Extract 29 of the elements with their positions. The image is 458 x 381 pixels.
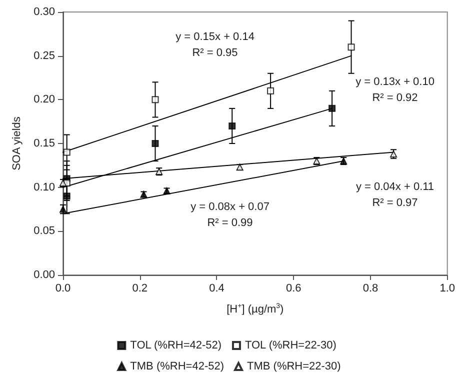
- point: [267, 87, 274, 94]
- point: [152, 96, 159, 104]
- x-tick-label: 0.8: [362, 282, 378, 294]
- legend-label: TOL (%RH=42-52): [130, 340, 222, 352]
- annotation: y = 0.08x + 0.07 R² = 0.99: [190, 201, 270, 229]
- point: [152, 140, 159, 147]
- y-tick-label: 0.10: [34, 181, 55, 194]
- y-tick-label: 0.05: [34, 225, 55, 238]
- y-tick-label: 0.25: [34, 50, 55, 62]
- x-tick-label: 0.2: [132, 282, 148, 294]
- x-tick-label: 0.4: [209, 282, 224, 294]
- legend-label: TOL (%RH=22-30): [244, 340, 336, 352]
- y-tick-label: 0.15: [34, 138, 55, 150]
- annotation: y = 0.13x + 0.10 R² = 0.92: [356, 76, 434, 104]
- point: [228, 122, 236, 130]
- legend-label: TMB (%RH=22-30): [247, 360, 341, 372]
- x-tick-label: 0.0: [55, 282, 71, 294]
- y-tick-label: 0.30: [34, 6, 55, 18]
- point: [348, 44, 355, 51]
- legend-label: TMB (%RH=42-52): [130, 360, 224, 372]
- point: [63, 148, 70, 156]
- x-tick-label: 0.6: [286, 282, 302, 294]
- y-tick-label: 0.00: [34, 269, 55, 281]
- annotation: y = 0.15x + 0.14 R² = 0.95: [176, 31, 254, 59]
- annotation: y = 0.04x + 0.11 R² = 0.97: [356, 181, 434, 209]
- y-axis-title: SOA yields: [11, 116, 24, 170]
- point: [328, 104, 336, 112]
- y-tick-label: 0.20: [34, 94, 55, 106]
- x-tick-label: 1.0: [440, 282, 456, 294]
